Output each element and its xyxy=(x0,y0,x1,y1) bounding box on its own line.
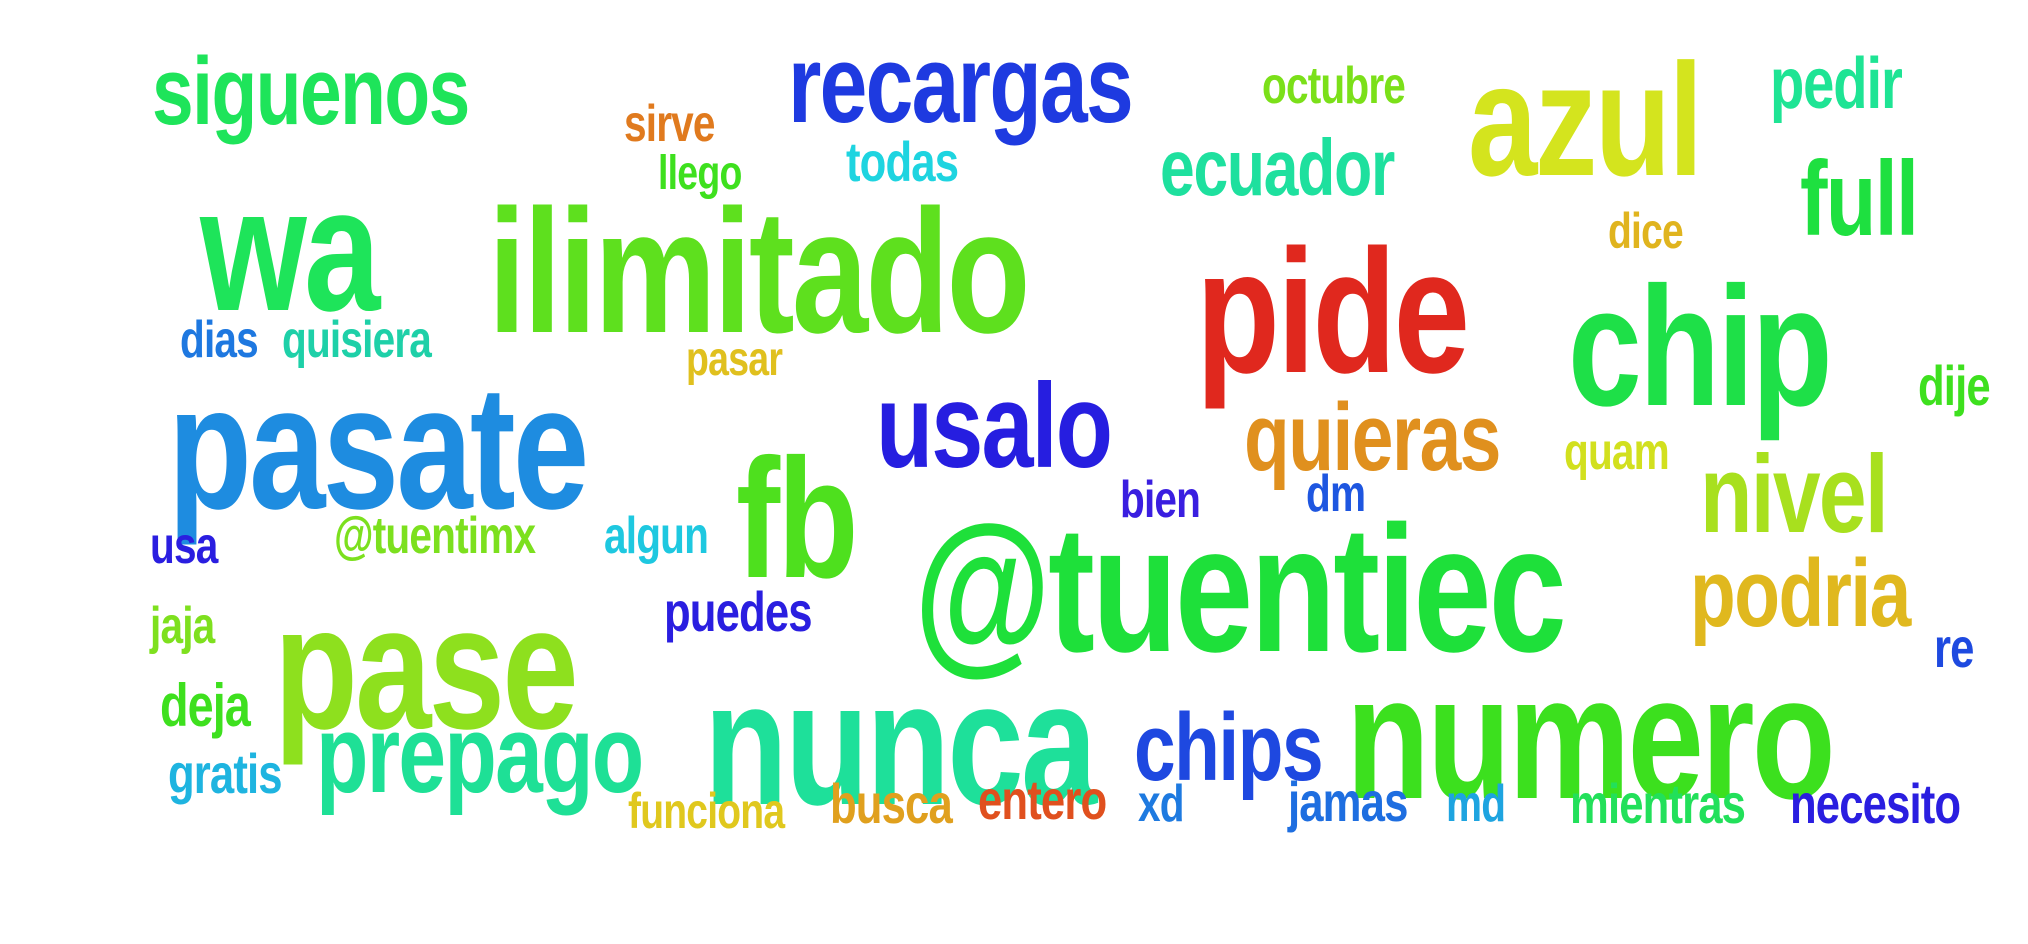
word-fb: fb xyxy=(736,424,858,614)
word-dice: dice xyxy=(1608,203,1684,259)
word-dias: dias xyxy=(180,311,259,369)
word-siguenos: siguenos xyxy=(152,38,470,145)
word-puedes: puedes xyxy=(664,580,813,643)
word-chips: chips xyxy=(1134,694,1324,801)
word-nunca: nunca xyxy=(704,646,1097,842)
word-ecuador: ecuador xyxy=(1160,123,1395,212)
word-chip: chip xyxy=(1568,252,1833,442)
word-quieras: quieras xyxy=(1244,384,1501,491)
word-gratis: gratis xyxy=(168,742,283,805)
word-nivel: nivel xyxy=(1700,433,1889,556)
word-full: full xyxy=(1800,140,1919,258)
word-quisiera: quisiera xyxy=(282,311,432,369)
word-jamas: jamas xyxy=(1288,770,1408,833)
word-octubre: octubre xyxy=(1262,57,1406,115)
word-recargas: recargas xyxy=(788,23,1134,146)
word-wa: wa xyxy=(200,152,380,348)
word-usalo: usalo xyxy=(876,359,1113,493)
word-pasar: pasar xyxy=(686,333,783,386)
word-pide: pide xyxy=(1196,214,1470,410)
word-busca: busca xyxy=(830,772,953,835)
word-deja: deja xyxy=(160,672,251,739)
word-numero: numero xyxy=(1346,640,1836,836)
word-pedir: pedir xyxy=(1770,44,1903,124)
word-jaja: jaja xyxy=(150,597,215,655)
word-quam: quam xyxy=(1564,423,1670,481)
word-tuentiec: @tuentiec xyxy=(914,489,1567,690)
word-ilimitado: ilimitado xyxy=(488,174,1030,370)
word-sirve: sirve xyxy=(624,95,715,153)
word-dije: dije xyxy=(1918,354,1991,417)
word-pase: pase xyxy=(274,570,579,766)
word-llego: llego xyxy=(658,147,742,200)
word-todas: todas xyxy=(846,130,959,193)
word-azul: azul xyxy=(1468,30,1703,209)
word-entero: entero xyxy=(978,768,1107,831)
word-dm: dm xyxy=(1306,465,1366,523)
word-usa: usa xyxy=(150,517,218,575)
word-bien: bien xyxy=(1120,471,1201,529)
word-re: re xyxy=(1934,616,1974,679)
word-md: md xyxy=(1446,775,1506,833)
word-podria: podria xyxy=(1690,540,1911,647)
word-xd: xd xyxy=(1138,775,1185,833)
word-mientras: mientras xyxy=(1570,772,1746,835)
word-necesito: necesito xyxy=(1790,772,1961,835)
word-prepago: prepago xyxy=(316,693,644,816)
word-funciona: funciona xyxy=(628,783,785,839)
word-tuentimx: @tuentimx xyxy=(334,507,536,565)
word-algun: algun xyxy=(604,507,709,565)
word-pasate: pasate xyxy=(168,350,589,546)
